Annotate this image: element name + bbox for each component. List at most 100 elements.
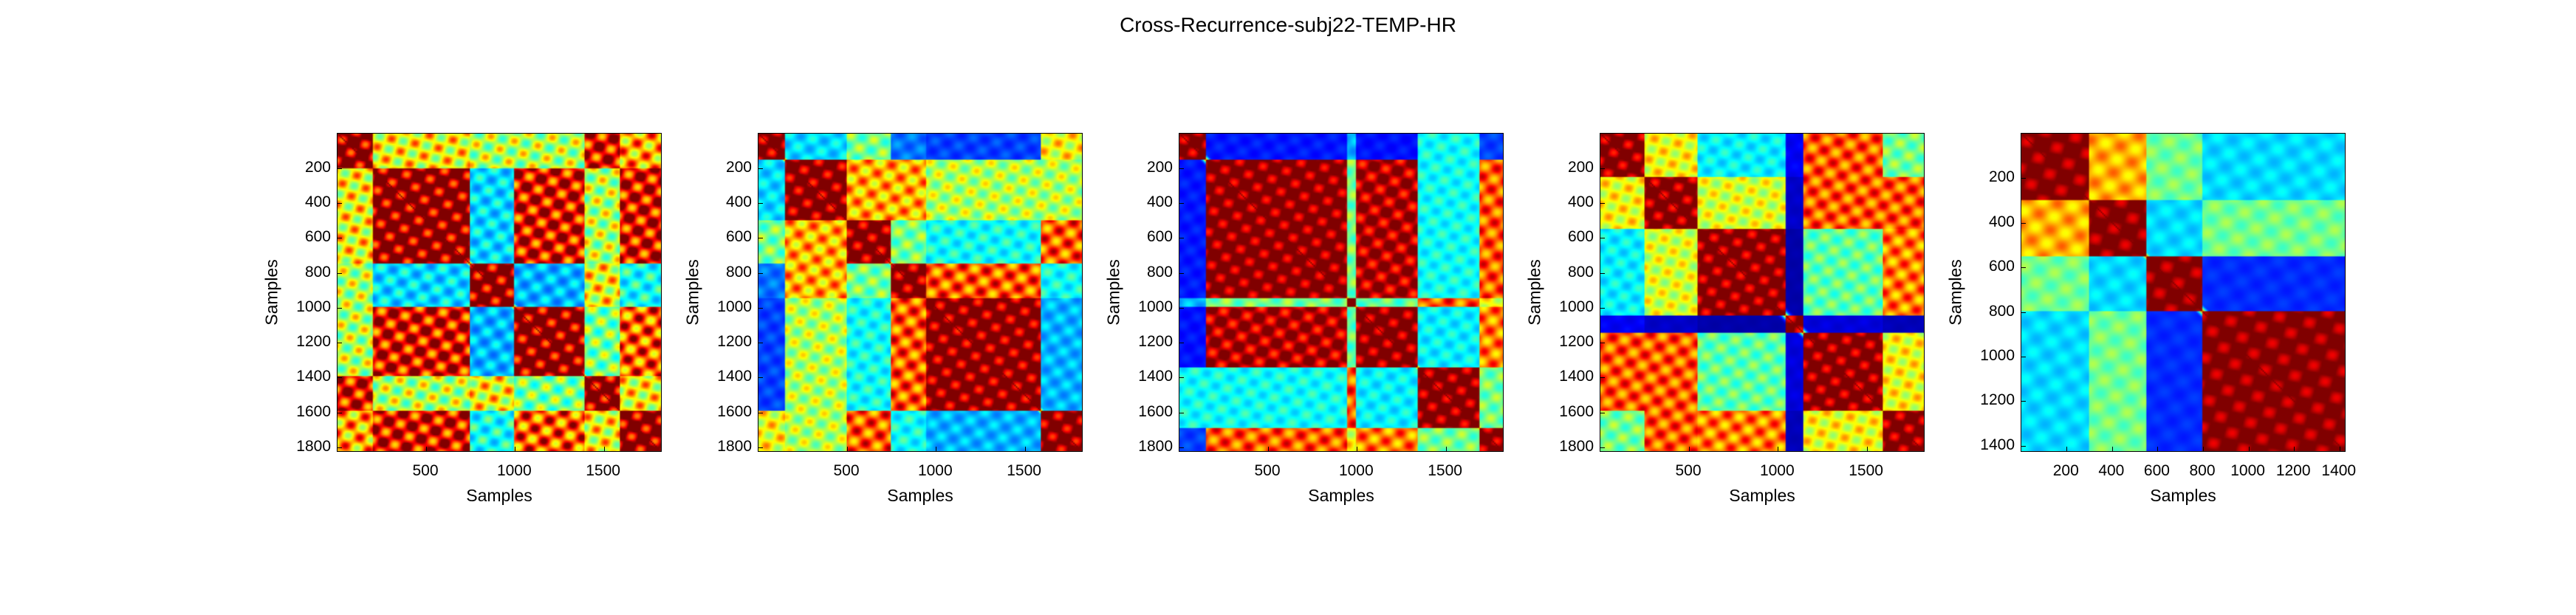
y-tick-label: 1400 — [1980, 436, 2015, 453]
x-tick-label: 1000 — [917, 462, 953, 479]
y-tick-label: 600 — [1146, 228, 1173, 246]
y-tick-mark — [2021, 222, 2026, 224]
x-tick-label: 1200 — [2275, 462, 2311, 479]
y-tick-label: 600 — [725, 228, 752, 246]
x-axis-label: Samples — [466, 486, 532, 505]
y-tick-label: 1000 — [1559, 298, 1594, 315]
y-tick-mark — [758, 203, 763, 205]
x-tick-mark — [426, 447, 428, 451]
heatmap-plot-area — [337, 133, 662, 452]
y-tick-label: 1000 — [717, 298, 752, 315]
heatmap-image — [338, 134, 661, 451]
y-tick-mark — [1600, 447, 1605, 448]
y-tick-label: 200 — [1146, 159, 1173, 176]
x-tick-label: 500 — [412, 462, 439, 479]
x-tick-mark — [1024, 447, 1026, 451]
x-tick-mark — [1445, 447, 1447, 451]
y-axis-label: Samples — [682, 259, 702, 326]
y-tick-label: 600 — [1988, 258, 2015, 275]
y-axis-label: Samples — [1103, 259, 1123, 326]
heatmap-plot-area — [1600, 133, 1925, 452]
y-tick-label: 400 — [725, 193, 752, 211]
heatmap-image — [2021, 134, 2345, 451]
x-axis-label: Samples — [1308, 486, 1374, 505]
y-tick-mark — [1179, 168, 1184, 169]
x-axis-label: Samples — [887, 486, 953, 505]
x-tick-label: 1000 — [2230, 462, 2265, 479]
x-tick-label: 800 — [2189, 462, 2216, 479]
y-tick-label: 600 — [1567, 228, 1594, 246]
y-tick-mark — [2021, 312, 2026, 313]
x-axis-label: Samples — [2150, 486, 2216, 505]
y-axis-label: Samples — [1945, 259, 1965, 326]
y-tick-mark — [758, 307, 763, 309]
x-tick-label: 1400 — [2321, 462, 2357, 479]
x-tick-mark — [2111, 447, 2113, 451]
y-tick-mark — [2021, 178, 2026, 179]
y-tick-mark — [1179, 307, 1184, 309]
figure-title: Cross-Recurrence-subj22-TEMP-HR — [1120, 13, 1456, 36]
y-axis-label: Samples — [261, 259, 281, 326]
x-tick-label: 1000 — [496, 462, 532, 479]
x-tick-label: 1500 — [1428, 462, 1462, 479]
y-tick-mark — [1179, 447, 1184, 448]
y-tick-label: 1400 — [717, 368, 752, 385]
y-tick-label: 800 — [1988, 302, 2015, 320]
y-tick-label: 1800 — [1138, 437, 1173, 455]
heatmap-panel-1: 200 400 600 800 1000 1200 1400 1600 1800 500 1000 1… — [262, 133, 676, 517]
y-tick-label: 800 — [725, 263, 752, 281]
x-tick-mark — [2294, 447, 2295, 451]
y-tick-label: 800 — [304, 263, 331, 281]
heatmap-image — [1179, 134, 1503, 451]
y-tick-label: 200 — [304, 159, 331, 176]
x-tick-label: 1500 — [1849, 462, 1883, 479]
y-tick-mark — [1179, 377, 1184, 379]
y-tick-mark — [758, 272, 763, 274]
y-tick-label: 800 — [1567, 263, 1594, 281]
heatmap-panel-4: 200 400 600 800 1000 1200 1400 1600 1800 500 1000 1… — [1525, 133, 1939, 517]
x-tick-label: 500 — [1254, 462, 1281, 479]
y-tick-label: 1600 — [1559, 402, 1594, 420]
y-tick-mark — [338, 203, 342, 205]
x-tick-label: 1000 — [1759, 462, 1795, 479]
y-tick-label: 1400 — [1138, 368, 1173, 385]
y-tick-label: 1200 — [1559, 333, 1594, 351]
y-tick-label: 1400 — [1559, 368, 1594, 385]
y-tick-label: 200 — [1567, 159, 1594, 176]
y-axis-label: Samples — [1524, 259, 1544, 326]
x-tick-mark — [847, 447, 849, 451]
y-tick-label: 400 — [1988, 213, 2015, 230]
y-tick-mark — [338, 307, 342, 309]
y-tick-label: 1600 — [1138, 402, 1173, 420]
y-tick-mark — [758, 377, 763, 379]
y-tick-label: 400 — [1567, 193, 1594, 211]
y-tick-label: 200 — [725, 159, 752, 176]
heatmap-plot-area — [2021, 133, 2346, 452]
heatmap-panel-2: 200 400 600 800 1000 1200 1400 1600 1800 500 1000 1… — [683, 133, 1097, 517]
y-tick-label: 1800 — [717, 437, 752, 455]
y-tick-mark — [1179, 272, 1184, 274]
y-tick-mark — [1600, 307, 1605, 309]
y-tick-label: 400 — [304, 193, 331, 211]
y-tick-label: 1200 — [1138, 333, 1173, 351]
x-tick-label: 500 — [1675, 462, 1702, 479]
y-tick-label: 1200 — [1980, 391, 2015, 409]
x-tick-label: 1500 — [1007, 462, 1041, 479]
y-tick-label: 1000 — [296, 298, 331, 315]
y-tick-mark — [2021, 267, 2026, 269]
y-tick-label: 400 — [1146, 193, 1173, 211]
y-tick-label: 1200 — [717, 333, 752, 351]
y-tick-mark — [758, 447, 763, 448]
y-tick-label: 600 — [304, 228, 331, 246]
heatmap-image — [758, 134, 1082, 451]
y-tick-label: 1400 — [296, 368, 331, 385]
y-tick-mark — [2021, 445, 2026, 447]
y-tick-label: 1800 — [296, 437, 331, 455]
y-tick-mark — [338, 168, 342, 169]
y-tick-mark — [1600, 203, 1605, 205]
x-tick-label: 400 — [2098, 462, 2125, 479]
heatmap-image — [1600, 134, 1924, 451]
x-tick-label: 1000 — [1338, 462, 1374, 479]
y-tick-label: 200 — [1988, 168, 2015, 186]
x-tick-mark — [2157, 447, 2159, 451]
